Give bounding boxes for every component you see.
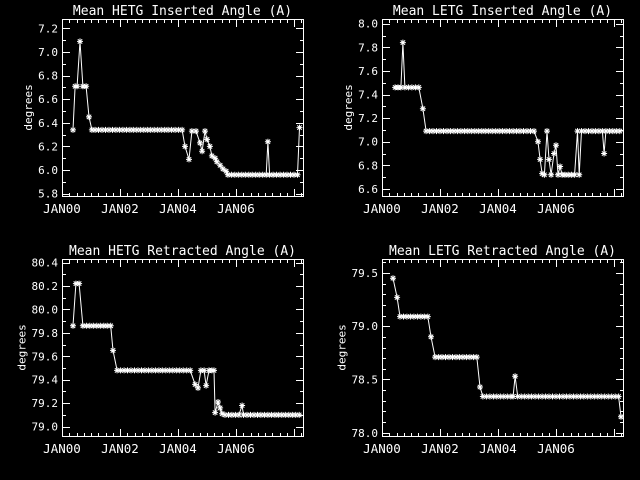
y-tick-label: 79.5 bbox=[352, 267, 379, 280]
x-tick-label: JAN04 bbox=[479, 201, 517, 216]
x-tick-label: JAN04 bbox=[159, 441, 197, 456]
asterisk-markers bbox=[390, 275, 624, 420]
y-tick-label: 6.0 bbox=[38, 164, 58, 177]
axes bbox=[382, 19, 624, 197]
x-tick-label: JAN00 bbox=[43, 441, 81, 456]
chart-letg-inserted: Mean LETG Inserted Angle (A) JAN00 JAN02 JA… bbox=[320, 0, 640, 240]
y-axis-label: degrees bbox=[22, 84, 35, 130]
y-tick-label: 79.8 bbox=[32, 327, 59, 340]
data-series bbox=[390, 275, 624, 420]
chart-title: Mean LETG Inserted Angle (A) bbox=[393, 4, 612, 19]
chart-panel-letg-retracted: Mean LETG Retracted Angle (A) JAN00 JAN02 J… bbox=[320, 240, 640, 480]
y-tick-label: 7.0 bbox=[38, 46, 58, 59]
y-tick-label: 7.8 bbox=[358, 41, 378, 54]
x-tick-label: JAN00 bbox=[363, 441, 401, 456]
chart-title: Mean LETG Retracted Angle (A) bbox=[389, 244, 616, 259]
data-series bbox=[70, 280, 303, 418]
chart-panel-hetg-inserted: Mean HETG Inserted Angle (A) JAN00 JAN02 JA… bbox=[0, 0, 320, 240]
data-series bbox=[70, 38, 303, 178]
y-axis-label: degrees bbox=[342, 84, 355, 130]
x-tick-label: JAN02 bbox=[101, 201, 139, 216]
y-tick-label: 80.4 bbox=[32, 257, 59, 270]
y-tick-label: 6.6 bbox=[358, 183, 378, 196]
y-tick-label: 80.2 bbox=[32, 280, 59, 293]
x-tick-label: JAN04 bbox=[159, 201, 197, 216]
x-tick-label: JAN02 bbox=[421, 441, 459, 456]
y-tick-label: 6.4 bbox=[38, 117, 58, 130]
y-axis-label: degrees bbox=[336, 324, 349, 370]
axes bbox=[62, 259, 304, 437]
chart-title: Mean HETG Inserted Angle (A) bbox=[73, 4, 292, 19]
y-tick-label: 79.0 bbox=[32, 421, 59, 434]
y-tick-label: 5.8 bbox=[38, 188, 58, 201]
asterisk-markers bbox=[70, 38, 303, 178]
y-tick-label: 78.5 bbox=[352, 373, 379, 386]
asterisk-markers bbox=[392, 39, 623, 178]
y-tick-label: 7.6 bbox=[358, 65, 378, 78]
data-series bbox=[392, 39, 623, 178]
x-tick-label: JAN00 bbox=[363, 201, 401, 216]
y-tick-label: 79.6 bbox=[32, 350, 59, 363]
y-tick-label: 79.2 bbox=[32, 397, 59, 410]
chart-letg-retracted: Mean LETG Retracted Angle (A) JAN00 JAN02 J… bbox=[320, 240, 640, 480]
chart-hetg-inserted: Mean HETG Inserted Angle (A) JAN00 JAN02 JA… bbox=[0, 0, 320, 240]
y-tick-label: 6.2 bbox=[38, 140, 58, 153]
x-tick-label: JAN00 bbox=[43, 201, 81, 216]
x-tick-label: JAN04 bbox=[479, 441, 517, 456]
chart-panel-letg-inserted: Mean LETG Inserted Angle (A) JAN00 JAN02 JA… bbox=[320, 0, 640, 240]
x-tick-label: JAN06 bbox=[217, 441, 255, 456]
x-tick-label: JAN02 bbox=[101, 441, 139, 456]
y-tick-label: 79.0 bbox=[352, 320, 379, 333]
y-tick-label: 6.8 bbox=[358, 159, 378, 172]
axes bbox=[382, 259, 624, 437]
y-tick-label: 79.4 bbox=[32, 374, 59, 387]
y-tick-label: 7.2 bbox=[38, 22, 58, 35]
chart-hetg-retracted: Mean HETG Retracted Angle (A) JAN00 JAN02 J… bbox=[0, 240, 320, 480]
x-tick-label: JAN06 bbox=[537, 201, 575, 216]
chart-title: Mean HETG Retracted Angle (A) bbox=[69, 244, 296, 259]
y-tick-label: 7.2 bbox=[358, 112, 378, 125]
x-tick-label: JAN06 bbox=[217, 201, 255, 216]
y-tick-label: 80.0 bbox=[32, 303, 59, 316]
chart-panel-hetg-retracted: Mean HETG Retracted Angle (A) JAN00 JAN02 J… bbox=[0, 240, 320, 480]
y-tick-label: 78.0 bbox=[352, 427, 379, 440]
y-tick-label: 8.0 bbox=[358, 18, 378, 31]
y-tick-label: 6.6 bbox=[38, 93, 58, 106]
asterisk-markers bbox=[70, 280, 303, 418]
x-tick-label: JAN02 bbox=[421, 201, 459, 216]
axes bbox=[62, 19, 304, 197]
y-axis-label: degrees bbox=[16, 324, 29, 370]
y-tick-label: 7.0 bbox=[358, 136, 378, 149]
y-tick-label: 6.8 bbox=[38, 70, 58, 83]
y-tick-label: 7.4 bbox=[358, 89, 378, 102]
x-tick-label: JAN06 bbox=[537, 441, 575, 456]
